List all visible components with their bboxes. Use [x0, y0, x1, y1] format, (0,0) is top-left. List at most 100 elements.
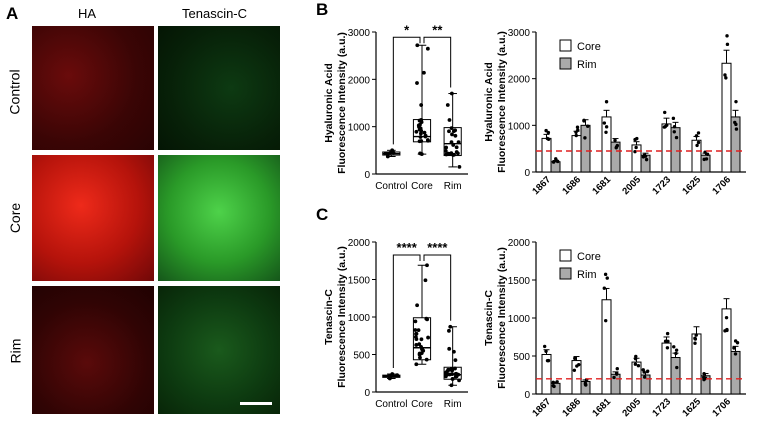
data-point [425, 138, 430, 142]
data-point [420, 347, 424, 351]
y-tick-label: 1000 [508, 314, 531, 325]
legend-swatch-rim [559, 267, 572, 280]
data-point [451, 143, 456, 147]
data-point [417, 139, 422, 144]
data-point [418, 135, 423, 139]
data-point [693, 337, 698, 341]
micrograph-tenascin-control [158, 26, 280, 150]
data-point [605, 276, 609, 280]
data-point [672, 124, 677, 129]
y-axis-label-line-2: Fluorescence Intensity (a.u.) [496, 247, 508, 389]
data-point [457, 378, 461, 383]
significance-bracket [423, 254, 452, 321]
data-point [447, 328, 451, 333]
data-point [615, 366, 619, 371]
data-point [576, 128, 580, 132]
x-tick-label: 1723 [650, 174, 673, 197]
data-point [642, 375, 647, 379]
bar-core [661, 342, 672, 395]
bar-core [661, 123, 672, 173]
significance-bracket [423, 36, 452, 88]
significance-bracket [392, 36, 421, 145]
data-point [443, 374, 448, 379]
data-point [575, 364, 579, 368]
data-point [636, 363, 641, 368]
data-point [419, 337, 424, 342]
y-axis-label-line-1: Hyaluronic Acid [323, 63, 335, 143]
data-point [642, 370, 646, 374]
bar-rim [550, 161, 561, 173]
data-point [446, 151, 451, 156]
data-point [414, 129, 419, 134]
data-point [413, 328, 418, 332]
data-point [453, 366, 457, 371]
data-point [425, 317, 430, 322]
data-point [545, 358, 550, 363]
data-point [456, 140, 461, 145]
x-tick-label: 2005 [620, 174, 643, 197]
bar-rim [670, 357, 681, 395]
data-point [417, 342, 422, 347]
x-tick-label: 1625 [680, 396, 703, 419]
data-point [415, 303, 420, 308]
x-tick-label: Core [411, 399, 433, 410]
x-tick-label: Rim [444, 181, 462, 192]
data-point [704, 157, 709, 161]
y-axis-label: Tenascin-C Fluorescence Intensity (a.u.) [483, 247, 508, 389]
data-point [603, 272, 608, 277]
data-point [672, 345, 676, 349]
data-point [453, 374, 458, 379]
data-point [665, 331, 670, 336]
data-point [387, 375, 392, 379]
data-point [454, 145, 459, 150]
data-point [416, 123, 421, 128]
x-tick-label: 1706 [710, 174, 733, 197]
data-point [450, 377, 455, 381]
data-point [635, 136, 639, 141]
significance-label: * [404, 22, 410, 37]
data-point [582, 118, 586, 123]
bar-rim [700, 375, 711, 395]
y-tick-label: 1000 [508, 121, 531, 132]
data-point [602, 121, 607, 125]
y-tick-label: 0 [524, 168, 530, 179]
y-tick-label: 3000 [508, 28, 531, 39]
data-point [724, 76, 728, 80]
data-point [702, 372, 706, 376]
legend-label-core: Core [577, 41, 601, 53]
x-tick-label: 1681 [590, 174, 613, 197]
data-point [702, 375, 706, 380]
data-point [725, 42, 730, 47]
data-point [575, 125, 580, 129]
data-point [674, 135, 679, 140]
x-tick-label: 2005 [620, 396, 643, 419]
data-point [645, 369, 650, 373]
panel-letter-a: A [6, 4, 19, 23]
y-tick-label: 2000 [508, 75, 531, 86]
data-point [453, 358, 458, 363]
data-point [604, 100, 609, 104]
data-point [452, 152, 456, 157]
data-point [542, 344, 547, 349]
data-point [675, 365, 679, 370]
data-point [456, 151, 460, 156]
data-point [693, 341, 697, 345]
column-header-ha: HA [78, 6, 97, 21]
micrograph-tenascin-rim [158, 286, 280, 414]
panel-letter-c: C [316, 205, 329, 224]
y-axis-label-line-1: Tenascin-C [483, 290, 495, 346]
data-point [425, 263, 429, 268]
data-point [723, 73, 727, 77]
significance-label: **** [397, 240, 418, 255]
data-point [416, 328, 421, 333]
panel-letter-b: B [316, 0, 329, 19]
data-point [662, 125, 667, 129]
data-point [733, 120, 737, 125]
data-point [663, 339, 668, 343]
data-point [674, 348, 679, 352]
micrograph-ha-core [32, 155, 154, 281]
data-point [545, 136, 550, 141]
data-point [544, 349, 548, 354]
